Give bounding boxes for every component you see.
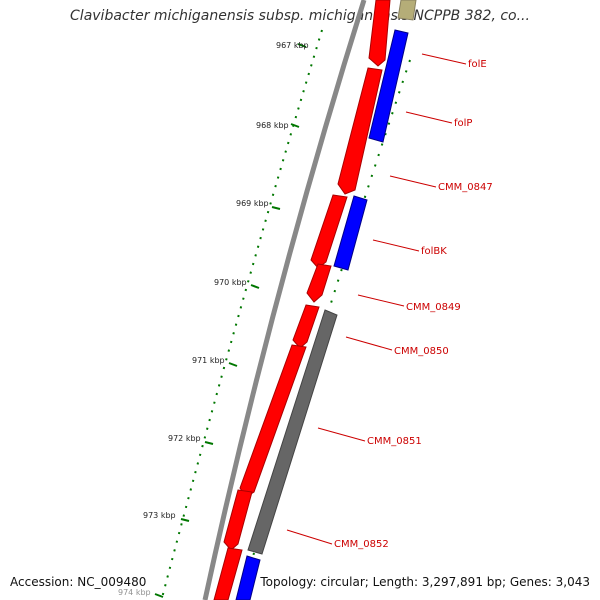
gene-label: folE (468, 59, 487, 70)
gene-arrow (223, 489, 253, 551)
gene-arrow (306, 263, 332, 303)
gene-arrow (368, 29, 409, 143)
reverse-strand-genes (235, 29, 409, 600)
gene-arrow-grey (247, 309, 338, 555)
gene-label: CMM_0850 (394, 346, 449, 357)
gene-arrow-khaki (397, 0, 417, 21)
gene-label: CMM_0851 (367, 436, 422, 447)
kbp-tick-label: 970 kbp (214, 278, 247, 287)
gene-arrow (292, 304, 320, 349)
gene-label: CMM_0852 (334, 539, 389, 550)
gene-label: CMM_0847 (438, 182, 493, 193)
kbp-tick-label: 974 kbp (118, 588, 151, 597)
gene-arrow (333, 195, 368, 271)
kbp-tick-label: 969 kbp (236, 199, 269, 208)
gene-label-leaders (286, 53, 467, 545)
genome-stats-text: Topology: circular; Length: 3,297,891 bp… (260, 575, 590, 589)
gene-label: folBK (421, 246, 447, 257)
kbp-tick-label: 973 kbp (143, 511, 176, 520)
kbp-tick-label: 968 kbp (256, 121, 289, 130)
genome-backbone (202, 0, 367, 600)
gene-arrow (213, 547, 243, 600)
kbp-tick-label: 972 kbp (168, 434, 201, 443)
outer-scale-dots (161, 29, 323, 599)
inner-scale-dots (239, 59, 411, 600)
gene-arrow (235, 555, 261, 600)
gene-arrow (368, 0, 391, 67)
kbp-tick-marks (154, 43, 307, 598)
kbp-tick-label: 967 kbp (276, 41, 309, 50)
gene-label: CMM_0849 (406, 302, 461, 313)
gene-arrow (337, 67, 383, 195)
gene-label: folP (454, 118, 472, 129)
accession-text: Accession: NC_009480 (10, 575, 147, 589)
kbp-tick-label: 971 kbp (192, 356, 225, 365)
forward-strand-genes (213, 0, 391, 600)
map-title: Clavibacter michiganensis subsp. michiga… (70, 8, 530, 24)
